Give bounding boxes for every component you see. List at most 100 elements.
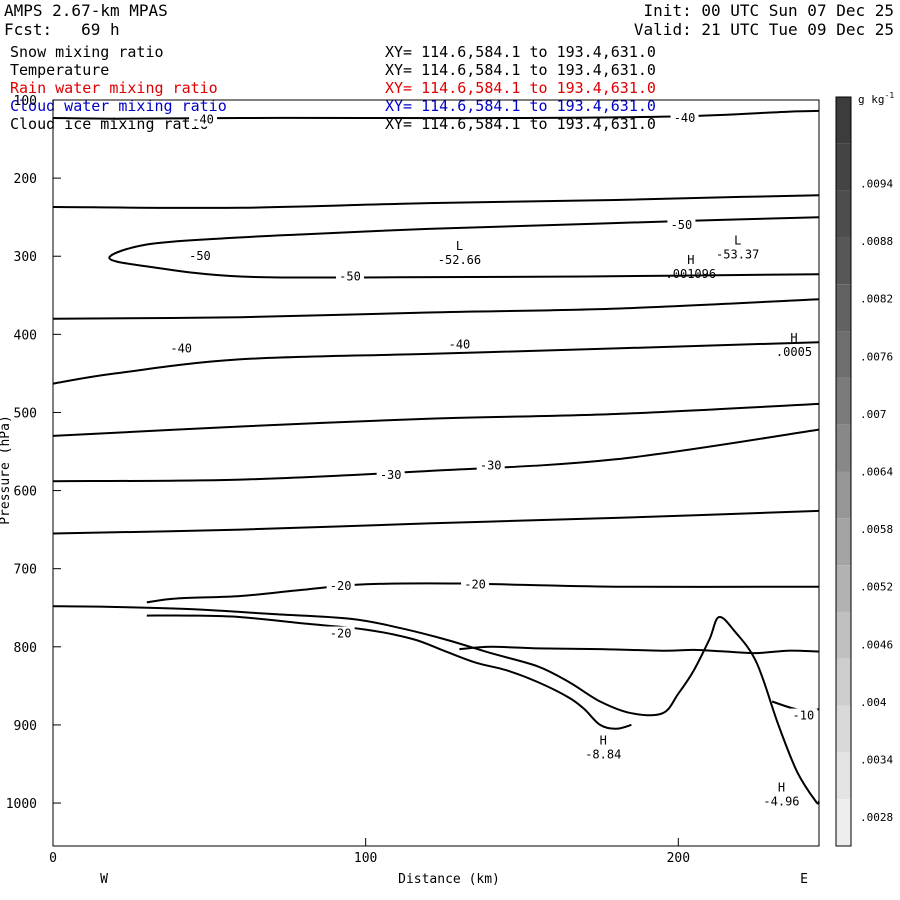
colorbar-label: .004 bbox=[860, 696, 887, 709]
colorbar-swatch bbox=[836, 471, 851, 519]
temperature-contour bbox=[52, 402, 820, 437]
extremum-marker: H bbox=[687, 253, 694, 267]
contour-label: -50 bbox=[339, 270, 361, 284]
temperature-contour bbox=[108, 216, 820, 279]
temperature-contour bbox=[52, 509, 820, 535]
contour-label-bg bbox=[670, 110, 699, 125]
layer-xy-rain: XY= 114.6,584.1 to 193.4,631.0 bbox=[385, 79, 656, 97]
contour-label-bg bbox=[789, 708, 818, 723]
layer-name-temperature: Temperature bbox=[10, 61, 110, 79]
temperature-contour bbox=[52, 341, 820, 385]
colorbar-label: .0094 bbox=[860, 177, 893, 190]
contour-label: -50 bbox=[671, 218, 693, 232]
colorbar-unit: g kg-1 bbox=[858, 91, 894, 106]
extremum-value: .001096 bbox=[666, 267, 717, 281]
extremum-value: -52.66 bbox=[438, 253, 481, 267]
colorbar-frame bbox=[835, 96, 852, 847]
temperature-contour bbox=[52, 298, 820, 320]
colorbar-swatch bbox=[836, 237, 851, 285]
contour-label-bg bbox=[461, 577, 490, 592]
snow-contour bbox=[459, 645, 820, 655]
extremum-marker: L bbox=[734, 234, 741, 248]
contour-label-bg bbox=[476, 458, 505, 473]
colorbar-label: .0064 bbox=[860, 466, 893, 479]
west-label: W bbox=[100, 872, 108, 887]
layer-name-rain: Rain water mixing ratio bbox=[10, 79, 218, 97]
contour-label-bg bbox=[189, 112, 218, 127]
y-tick-label: 700 bbox=[14, 563, 37, 578]
y-tick-label: 500 bbox=[14, 406, 37, 421]
extremum-marker: L bbox=[456, 239, 463, 253]
colorbar-label: .0046 bbox=[860, 638, 893, 651]
layer-xy-cloud-ice: XY= 114.6,584.1 to 193.4,631.0 bbox=[385, 115, 656, 133]
layer-xy-temperature: XY= 114.6,584.1 to 193.4,631.0 bbox=[385, 61, 656, 79]
colorbar-label: .0028 bbox=[860, 811, 893, 824]
colorbar-swatch bbox=[836, 97, 851, 144]
init-time: Init: 00 UTC Sun 07 Dec 25 bbox=[643, 1, 894, 20]
y-axis-label: Pressure (hPa) bbox=[0, 415, 13, 525]
colorbar-swatch bbox=[836, 611, 851, 659]
forecast-hour: Fcst: 69 h bbox=[4, 20, 120, 39]
contour-label: -20 bbox=[464, 577, 486, 591]
extremum-marker: H bbox=[600, 733, 607, 747]
axes-layer: 0 100 200 100 200 300 400 500 600 700 800 900 1000 bbox=[6, 94, 690, 866]
layer-name-snow: Snow mixing ratio bbox=[10, 43, 164, 61]
contour-label: -10 bbox=[793, 709, 815, 723]
colorbar-swatch bbox=[836, 424, 851, 472]
extremum-value: -53.37 bbox=[716, 248, 759, 262]
colorbar-label: .0088 bbox=[860, 235, 893, 248]
colorbar-swatch bbox=[836, 565, 851, 612]
colorbar-swatch bbox=[836, 190, 851, 238]
y-tick-label: 400 bbox=[14, 328, 37, 343]
layer-xy-cloud-water: XY= 114.6,584.1 to 193.4,631.0 bbox=[385, 97, 656, 115]
colorbar-swatch bbox=[836, 143, 851, 191]
colorbar-label: .0034 bbox=[860, 754, 893, 767]
x-axis-label: Distance (km) bbox=[398, 872, 500, 887]
contour-label: -20 bbox=[330, 579, 352, 593]
extremum-value: .0005 bbox=[776, 345, 812, 359]
y-tick-label: 200 bbox=[14, 172, 37, 187]
contour-label: -40 bbox=[192, 113, 214, 127]
colorbar-label: .007 bbox=[860, 408, 887, 421]
colorbar-swatch bbox=[836, 284, 851, 332]
extremum-value: -8.84 bbox=[585, 747, 621, 761]
colorbar-label: .0058 bbox=[860, 523, 893, 536]
y-tick-label: 100 bbox=[14, 94, 37, 109]
temperature-contour bbox=[146, 614, 632, 730]
colorbar-swatch bbox=[836, 377, 851, 425]
colorbar-swatch bbox=[836, 331, 851, 378]
colorbar-label: .0076 bbox=[860, 350, 893, 363]
x-tick-label: 100 bbox=[354, 851, 377, 866]
extremum-value: -4.96 bbox=[763, 794, 799, 808]
plot-frame bbox=[52, 99, 820, 847]
colorbar-swatch bbox=[836, 799, 851, 846]
layer-xy-snow: XY= 114.6,584.1 to 193.4,631.0 bbox=[385, 43, 656, 61]
extremum-marker: H bbox=[778, 780, 785, 794]
model-title: AMPS 2.67-km MPAS bbox=[4, 1, 168, 20]
y-tick-label: 800 bbox=[14, 641, 37, 656]
x-tick-label: 0 bbox=[49, 851, 57, 866]
contour-label: -40 bbox=[449, 338, 471, 352]
y-tick-label: 600 bbox=[14, 485, 37, 500]
colorbar-label: .0082 bbox=[860, 293, 893, 306]
contour-label-bg bbox=[326, 626, 355, 641]
colorbar-swatch bbox=[836, 518, 851, 566]
colorbar: g kg-1 .0094 .0088 .0082 .0076 .007 .0064 .005… bbox=[835, 91, 894, 847]
contour-label-bg bbox=[185, 249, 214, 264]
valid-time: Valid: 21 UTC Tue 09 Dec 25 bbox=[633, 20, 894, 39]
colorbar-swatch bbox=[836, 658, 851, 706]
y-tick-label: 300 bbox=[14, 250, 37, 265]
colorbar-swatch bbox=[836, 705, 851, 753]
layer-name-cloud-water: Cloud water mixing ratio bbox=[10, 97, 227, 115]
extremum-marker: H bbox=[790, 331, 797, 345]
contour-label: -30 bbox=[480, 459, 502, 473]
temperature-contour bbox=[52, 428, 820, 483]
contour-label-bg bbox=[376, 467, 405, 482]
contour-label-bg bbox=[445, 337, 474, 352]
contour-label-bg bbox=[667, 217, 696, 232]
contour-label-bg bbox=[167, 341, 196, 356]
temperature-contour bbox=[52, 109, 820, 120]
contour-label: -40 bbox=[674, 111, 696, 125]
terrain-outline bbox=[52, 605, 820, 805]
